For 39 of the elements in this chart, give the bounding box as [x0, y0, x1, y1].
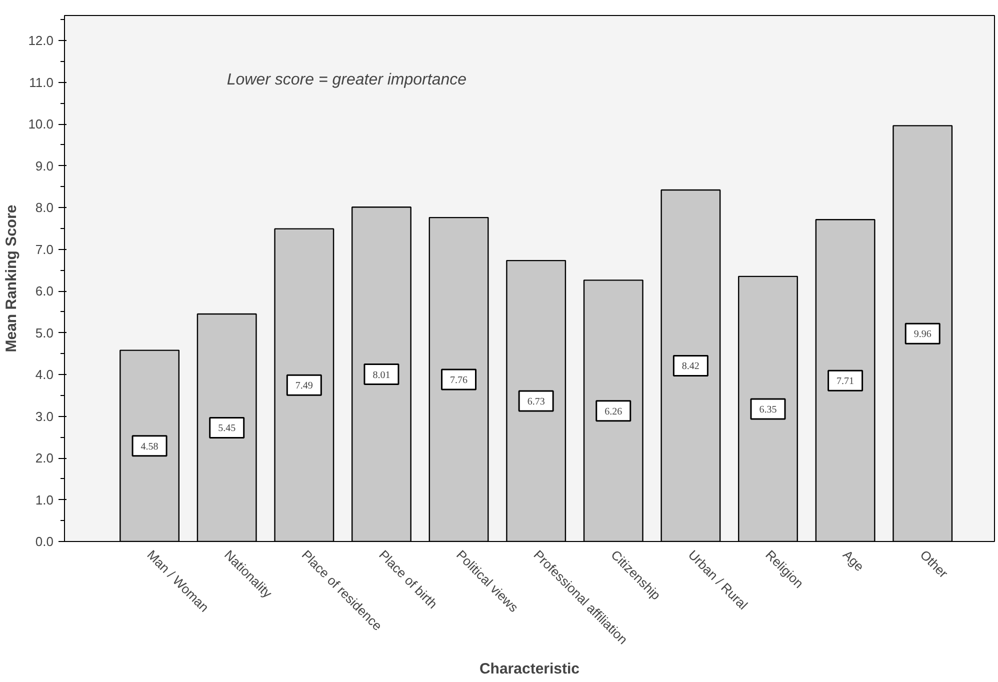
bar	[506, 260, 566, 542]
y-tick-label: 3.0	[35, 408, 54, 424]
y-tick-label: 7.0	[35, 242, 54, 257]
bar	[660, 189, 721, 542]
y-tick-label: 9.0	[35, 158, 54, 174]
bar	[351, 206, 412, 542]
data-label: 6.73	[527, 396, 545, 408]
y-axis-title: Mean Ranking Score	[3, 204, 20, 352]
data-label: 7.71	[836, 376, 854, 388]
x-tick-label: Age	[840, 547, 867, 574]
y-tick-label: 8.0	[35, 200, 54, 216]
y-tick-label: 1.0	[35, 492, 54, 508]
bar	[738, 276, 798, 542]
data-label: 7.49	[295, 380, 313, 392]
data-label: 7.76	[450, 375, 468, 386]
y-tick-label: 2.0	[35, 450, 54, 466]
y-tick-label: 5.0	[35, 325, 54, 340]
y-tick-label: 0.0	[35, 534, 54, 549]
data-label: 4.58	[140, 441, 158, 452]
x-axis-title: Characteristic	[479, 660, 580, 678]
annotation: Lower score = greater importance	[226, 72, 467, 89]
data-label: 8.42	[682, 361, 700, 372]
data-label: 5.45	[218, 423, 236, 434]
bar	[120, 350, 180, 542]
data-label: 6.26	[604, 406, 622, 418]
data-label: 9.96	[914, 329, 932, 340]
bar	[815, 219, 876, 542]
bar	[274, 228, 334, 542]
bar	[428, 216, 489, 542]
y-tick-label: 12.0	[28, 33, 54, 48]
bar	[196, 313, 257, 542]
y-tick-label: 10.0	[28, 116, 54, 132]
y-tick-label: 4.0	[35, 367, 54, 382]
data-label: 6.35	[759, 404, 777, 416]
bar	[892, 125, 953, 542]
y-tick-label: 11.0	[29, 74, 54, 90]
bar	[583, 280, 644, 542]
y-tick-label: 6.0	[35, 284, 54, 299]
data-label: 8.01	[372, 370, 390, 381]
